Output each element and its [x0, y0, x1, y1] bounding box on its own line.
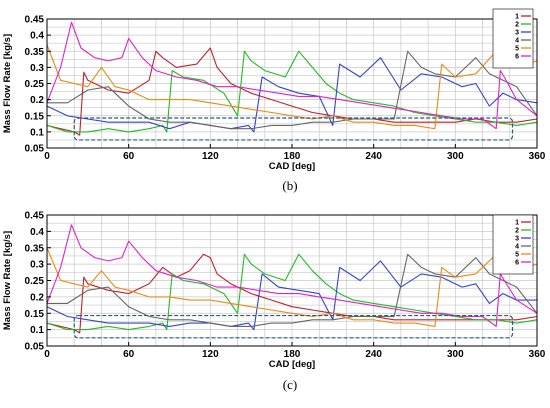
y-tick-label: 0.25	[25, 79, 45, 90]
panel-caption: (c)	[283, 377, 297, 392]
grid	[46, 214, 538, 347]
legend-label-2: 2	[515, 22, 519, 29]
series-line-2	[46, 50, 538, 133]
series-line-5	[46, 44, 538, 130]
legend-label-6: 6	[515, 54, 519, 61]
x-tick-label: 300	[447, 151, 464, 162]
y-tick-label: 0.1	[30, 325, 44, 336]
series-line-4	[47, 50, 538, 130]
legend-label-1: 1	[515, 220, 519, 227]
series-line-6	[46, 21, 538, 130]
legend-label-5: 5	[515, 252, 519, 259]
legend-label-1: 1	[515, 14, 519, 21]
series-line-3	[46, 57, 538, 133]
grid	[46, 18, 538, 149]
y-tick-label: 0.4	[30, 31, 44, 42]
series-line-5	[46, 247, 538, 327]
series-line-1	[46, 253, 538, 334]
series-line-1	[46, 47, 538, 136]
legend-label-5: 5	[515, 46, 519, 53]
y-tick-label: 0.35	[25, 243, 45, 254]
x-axis-label: CAD [deg]	[269, 359, 315, 370]
legend-label-4: 4	[515, 38, 519, 45]
panel-caption: (b)	[282, 178, 297, 193]
legend-label-3: 3	[515, 236, 519, 243]
highlight-box	[73, 117, 514, 141]
y-tick-label: 0.4	[30, 227, 44, 238]
chart-panel-b: 0 60 120 180 240 300 360 0.05 0.1 0.15 0.2 0.25 0.3 0…	[2, 8, 546, 193]
x-tick-label: 240	[365, 151, 382, 162]
legend-label-2: 2	[515, 228, 519, 235]
legend-label-3: 3	[515, 30, 519, 37]
x-tick-label: 180	[284, 349, 301, 360]
series-line-4	[47, 253, 538, 327]
x-axis-label: CAD [deg]	[269, 161, 315, 172]
legend-label-6: 6	[515, 260, 519, 267]
chart-panel-c: 0 60 120 180 240 300 360 0.05 0.1 0.15 0.2 0.25 0.3 0…	[2, 211, 546, 393]
x-tick-label: 60	[123, 151, 135, 162]
x-tick-label: 300	[447, 349, 464, 360]
x-tick-label: 240	[365, 349, 382, 360]
legend-box	[492, 214, 534, 275]
highlight-box	[73, 314, 514, 339]
y-tick-label: 0.1	[30, 127, 44, 138]
x-tick-label: 360	[529, 151, 546, 162]
series-line-6	[46, 224, 538, 327]
y-tick-label: 0.45	[25, 15, 45, 26]
x-tick-label: 180	[284, 151, 301, 162]
y-tick-label: 0.15	[25, 111, 45, 122]
y-tick-label: 0.45	[25, 211, 45, 222]
x-tick-label: 360	[529, 349, 546, 360]
y-tick-label: 0.2	[30, 292, 44, 303]
y-axis-label: Mass Flow Rate [kg/s]	[2, 231, 13, 330]
y-tick-label: 0.05	[25, 144, 45, 155]
y-tick-label: 0.25	[25, 276, 45, 287]
legend-box	[492, 8, 534, 69]
y-tick-label: 0.2	[30, 95, 44, 106]
x-tick-label: 120	[202, 349, 219, 360]
series-line-3	[46, 260, 537, 331]
x-tick-label: 0	[44, 349, 50, 360]
x-tick-label: 60	[123, 349, 135, 360]
y-tick-label: 0.3	[30, 260, 44, 271]
x-tick-label: 120	[202, 151, 219, 162]
y-tick-label: 0.3	[30, 63, 44, 74]
y-tick-label: 0.35	[25, 47, 45, 58]
y-axis-label: Mass Flow Rate [kg/s]	[2, 34, 13, 133]
y-tick-label: 0.05	[25, 342, 45, 353]
x-tick-label: 0	[44, 151, 50, 162]
y-tick-label: 0.15	[25, 309, 45, 320]
legend-label-4: 4	[515, 244, 519, 251]
